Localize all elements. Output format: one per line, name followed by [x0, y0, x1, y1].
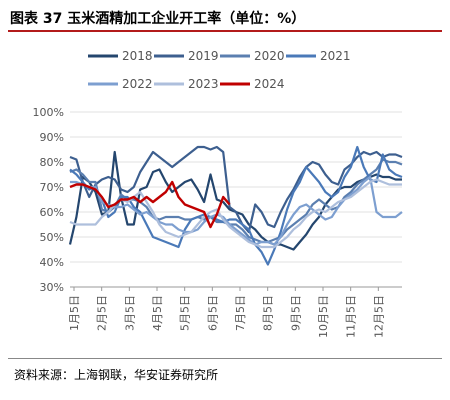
y-axis-ticks: 30% 40% 50% 60% 70% 80% 90% 100%	[33, 106, 64, 294]
y-tick-label: 80%	[40, 156, 64, 169]
y-tick-label: 100%	[33, 106, 64, 119]
legend-label-2024: 2024	[254, 77, 285, 91]
legend-label-2019: 2019	[188, 49, 219, 63]
x-tick-label: 9月5日	[289, 295, 302, 331]
x-tick-label: 11月5日	[345, 295, 358, 338]
source-note: 资料来源：上海钢联，华安证券研究所	[14, 368, 219, 382]
legend-label-2020: 2020	[254, 49, 285, 63]
series-line-2019	[69, 145, 403, 234]
y-tick-label: 40%	[40, 256, 64, 269]
legend-label-2022: 2022	[122, 77, 153, 91]
y-tick-label: 70%	[40, 181, 64, 194]
x-tick-label: 8月5日	[262, 295, 275, 331]
legend-label-2021: 2021	[320, 49, 351, 63]
x-tick-label: 2月5日	[96, 295, 109, 331]
x-tick-label: 4月5日	[151, 295, 164, 331]
x-tick-label: 12月5日	[372, 295, 385, 338]
x-tick-label: 3月5日	[123, 295, 136, 331]
legend: 2018 2019 2020 2021 2022 2023 2024	[88, 49, 351, 91]
figure-title: 图表 37 玉米酒精加工企业开工率（单位：%）	[10, 11, 306, 27]
y-tick-label: 60%	[40, 206, 64, 219]
x-tick-label: 5月5日	[179, 295, 192, 331]
x-tick-label: 1月5日	[68, 295, 81, 331]
legend-label-2018: 2018	[122, 49, 153, 63]
series-lines	[68, 145, 403, 266]
x-tick-label: 6月5日	[206, 295, 219, 331]
x-tick-label: 10月5日	[317, 295, 330, 338]
x-tick-label: 7月5日	[234, 295, 247, 331]
series-line-2024	[69, 180, 231, 229]
y-tick-label: 30%	[40, 281, 64, 294]
title-rule	[8, 30, 442, 32]
source-rule	[8, 358, 442, 359]
series-line-2023	[69, 178, 402, 249]
y-tick-label: 90%	[40, 131, 64, 144]
y-tick-label: 50%	[40, 231, 64, 244]
x-axis: 1月5日 2月5日 3月5日 4月5日 5月5日 6月5日 7月5日 8月5日 9月5日 10月5…	[68, 287, 385, 338]
legend-label-2023: 2023	[188, 77, 219, 91]
series-line-2021	[69, 145, 403, 266]
line-chart: 2018 2019 2020 2021 2022 2023 2024 30% 40% 50% 60…	[33, 49, 403, 338]
